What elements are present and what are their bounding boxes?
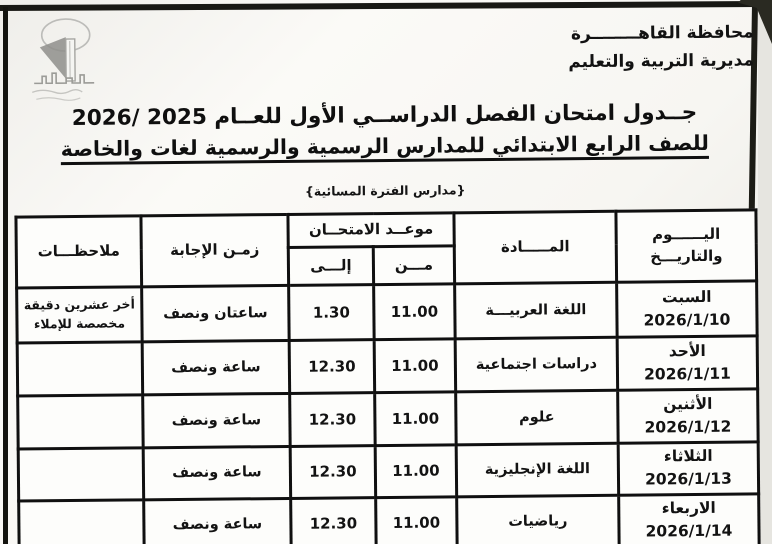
header-exam-time: موعــد الامتحــان bbox=[287, 212, 455, 248]
cell-answer-time: ساعة ونصف bbox=[143, 497, 292, 544]
cell-answer-time: ساعة ونصف bbox=[142, 393, 291, 448]
exam-schedule-table: اليــــــوم والتاريـــخ المـــــادة موعـ… bbox=[14, 208, 761, 544]
cell-to: 12.30 bbox=[289, 392, 376, 447]
header-to: إلـــى bbox=[288, 246, 374, 286]
directorate-name: مديرية التربية والتعليم bbox=[568, 50, 755, 73]
cell-day-date: الأثنين 2026/1/12 bbox=[617, 388, 759, 444]
cell-day-date: الاربعاء 2026/1/14 bbox=[618, 493, 760, 544]
cell-notes bbox=[17, 394, 144, 450]
cell-notes bbox=[18, 447, 144, 501]
cell-subject: اللغة الإنجليزية bbox=[456, 443, 619, 497]
table-row: الأثنين 2026/1/12 علوم 11.00 12.30 ساعة … bbox=[17, 388, 759, 450]
cell-notes: أخر عشرين دقيقة مخصصة للإملاء bbox=[16, 286, 143, 344]
cell-to: 12.30 bbox=[289, 339, 375, 394]
cell-answer-time: ساعة ونصف bbox=[143, 446, 291, 500]
cell-from: 11.00 bbox=[374, 338, 456, 393]
table-row: الاربعاء 2026/1/14 رياضيات 11.00 12.30 س… bbox=[18, 493, 760, 544]
cell-from: 11.00 bbox=[374, 391, 457, 446]
page-title: جــدول امتحان الفصل الدراســي الأول للعـ… bbox=[0, 96, 771, 165]
cell-subject: دراسات اجتماعية bbox=[455, 337, 618, 392]
cell-from: 11.00 bbox=[375, 496, 458, 544]
table-row: الأحد 2026/1/11 دراسات اجتماعية 11.00 12… bbox=[17, 335, 758, 397]
exam-title-line2: للصف الرابع الابتدائي للمدارس الرسمية وا… bbox=[60, 131, 709, 162]
header-day-date: اليــــــوم والتاريـــخ bbox=[615, 209, 757, 283]
cell-day-date: السبت 2026/1/10 bbox=[616, 280, 758, 338]
header-subject: المـــــادة bbox=[453, 211, 617, 284]
header-from: مـــن bbox=[373, 245, 455, 285]
scan-left-edge bbox=[3, 7, 8, 544]
cell-notes bbox=[18, 499, 145, 544]
letterhead: محافظة القاهــــــــرة مديرية التربية وا… bbox=[568, 18, 754, 76]
cairo-governorate-emblem-icon bbox=[31, 18, 95, 101]
cell-to: 12.30 bbox=[290, 497, 377, 544]
cell-from: 11.00 bbox=[373, 283, 456, 340]
evening-schools-note: {مدارس الفترة المسائية} bbox=[304, 182, 466, 199]
governorate-name: محافظة القاهــــــــرة bbox=[570, 22, 754, 45]
cell-day-date: الأحد 2026/1/11 bbox=[617, 335, 758, 391]
cell-answer-time: ساعتان ونصف bbox=[141, 285, 290, 342]
cell-day-date: الثلاثاء 2026/1/13 bbox=[618, 441, 759, 495]
cell-answer-time: ساعة ونصف bbox=[142, 340, 290, 395]
scan-right-margin bbox=[758, 0, 772, 544]
cell-to: 12.30 bbox=[290, 445, 376, 498]
cell-from: 11.00 bbox=[375, 444, 457, 498]
cell-subject: علوم bbox=[455, 390, 619, 445]
table-row: السبت 2026/1/10 اللغة العربيـــة 11.00 1… bbox=[16, 280, 758, 344]
header-notes: ملاحظـــات bbox=[15, 215, 142, 289]
cell-to: 1.30 bbox=[288, 284, 375, 341]
cell-notes bbox=[17, 341, 143, 397]
header-answer-time: زمـن الإجابة bbox=[140, 214, 289, 287]
cell-subject: اللغة العربيـــة bbox=[454, 282, 618, 339]
cell-subject: رياضيات bbox=[456, 494, 620, 544]
table-row: الثلاثاء 2026/1/13 اللغة الإنجليزية 11.0… bbox=[18, 441, 759, 501]
